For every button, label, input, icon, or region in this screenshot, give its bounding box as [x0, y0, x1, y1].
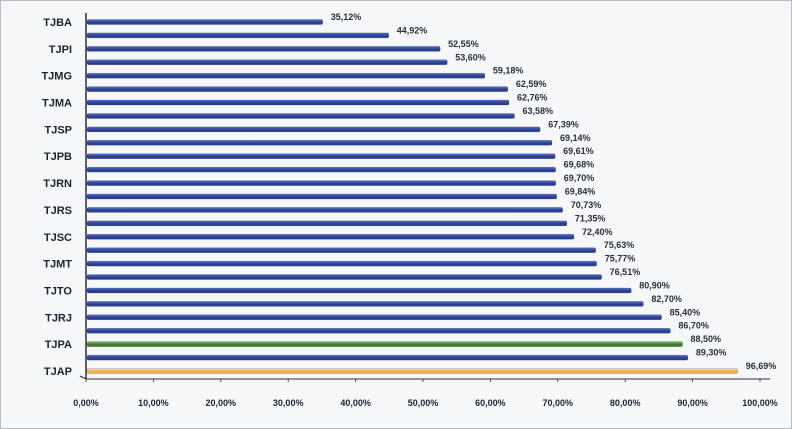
x-tick-label: 60,00%	[475, 398, 506, 408]
value-label-9: 67,39%	[548, 119, 579, 129]
x-tick-labels-group: 0,00% 10,00% 20,00% 30,00% 40,00% 50,00% 60,00…	[73, 398, 778, 408]
bar-6	[86, 86, 509, 92]
bar-15	[86, 207, 563, 213]
category-label-tjap: TJAP	[44, 366, 72, 378]
value-label-16: 71,35%	[575, 213, 606, 223]
x-tick-label: 10,00%	[138, 398, 169, 408]
x-tick-label: 20,00%	[206, 398, 237, 408]
x-tick-label: 40,00%	[340, 398, 371, 408]
bar-9	[86, 126, 541, 133]
category-label-tjmt: TJMT	[43, 259, 72, 271]
category-label-tjsc: TJSC	[44, 232, 72, 244]
bar-26	[86, 354, 689, 361]
bar-19	[86, 260, 597, 267]
bar-21	[86, 287, 632, 294]
value-label-8: 63,58%	[523, 106, 554, 116]
x-tick-label: 30,00%	[273, 398, 304, 408]
bar-4	[86, 59, 448, 66]
bar-5	[86, 72, 486, 79]
value-label-5: 59,18%	[493, 66, 524, 76]
value-label-14: 69,84%	[565, 187, 596, 197]
value-label-13: 69,70%	[564, 173, 595, 183]
bar-18	[86, 247, 596, 253]
value-label-18: 75,63%	[604, 240, 635, 250]
category-label-tjpa: TJPA	[45, 339, 72, 351]
value-label-25: 88,50%	[690, 334, 721, 344]
axes-group	[79, 13, 770, 382]
bar-10	[86, 140, 553, 146]
bar-20	[86, 274, 602, 280]
value-label-4: 53,60%	[455, 52, 486, 62]
category-labels-group: TJBA TJPI TJMG TJMA TJSP TJPB TJRN TJRS TJSC TJMT…	[41, 17, 72, 378]
bar-27	[86, 368, 738, 374]
value-label-20: 76,51%	[610, 267, 641, 277]
category-label-tjpi: TJPI	[49, 44, 72, 56]
value-label-7: 62,76%	[517, 93, 548, 103]
value-labels-group: 35,12% 44,92% 52,55% 53,60% 59,18% 62,59% 62,7…	[331, 12, 777, 371]
value-label-12: 69,68%	[564, 160, 595, 170]
bar-14	[86, 193, 557, 200]
category-label-tjrn: TJRN	[43, 178, 72, 190]
value-label-6: 62,59%	[516, 79, 547, 89]
x-tick-label: 90,00%	[677, 398, 708, 408]
bar-1	[86, 19, 323, 25]
value-label-3: 52,55%	[448, 39, 479, 49]
bar-3	[86, 46, 441, 52]
value-label-19: 75,77%	[605, 254, 636, 264]
bar-2	[86, 32, 390, 39]
bars-group	[86, 19, 738, 374]
x-tick-label: 70,00%	[543, 398, 574, 408]
value-label-1: 35,12%	[331, 12, 362, 22]
category-label-tjto: TJTO	[44, 285, 72, 297]
category-label-tjsp: TJSP	[44, 124, 72, 136]
category-label-tjpb: TJPB	[44, 151, 72, 163]
bar-7	[86, 99, 510, 106]
axis-corner	[79, 375, 87, 380]
value-label-26: 89,30%	[696, 348, 727, 358]
value-label-23: 85,40%	[670, 307, 701, 317]
bar-23	[86, 314, 662, 321]
value-label-15: 70,73%	[571, 200, 602, 210]
bar-22	[86, 301, 644, 307]
x-tick-label: 50,00%	[408, 398, 439, 408]
category-label-tjrs: TJRS	[44, 205, 72, 217]
bar-25	[86, 341, 683, 347]
value-label-21: 80,90%	[639, 280, 670, 290]
value-label-27: 96,69%	[746, 361, 777, 371]
category-label-tjmg: TJMG	[41, 71, 72, 83]
category-label-tjma: TJMA	[42, 98, 72, 110]
bar-13	[86, 180, 557, 186]
bar-12	[86, 166, 556, 173]
bar-24	[86, 327, 671, 334]
bar-16	[86, 220, 568, 227]
x-tick-label: 80,00%	[610, 398, 641, 408]
value-label-2: 44,92%	[397, 25, 428, 35]
value-label-24: 86,70%	[678, 321, 709, 331]
bar-8	[86, 113, 515, 119]
value-label-22: 82,70%	[651, 294, 682, 304]
category-label-tjrj: TJRJ	[45, 312, 72, 324]
bar-17	[86, 234, 575, 240]
value-label-17: 72,40%	[582, 227, 613, 237]
category-label-tjba: TJBA	[43, 17, 72, 29]
x-tick-label: 100,00%	[742, 398, 778, 408]
value-label-10: 69,14%	[560, 133, 591, 143]
x-tick-label: 0,00%	[73, 398, 99, 408]
value-label-11: 69,61%	[563, 146, 594, 156]
bar-11	[86, 153, 556, 159]
